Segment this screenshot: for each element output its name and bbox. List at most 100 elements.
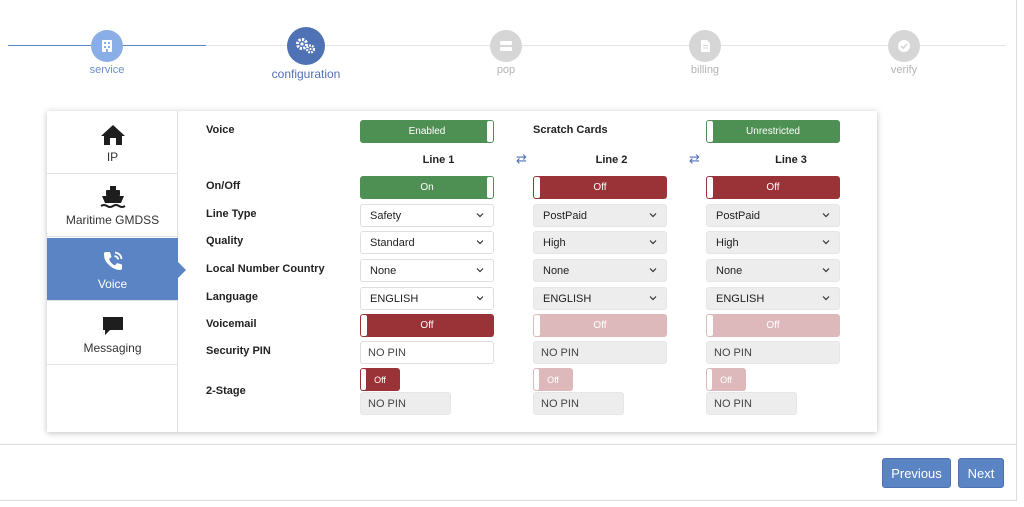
sidebar-item-ip[interactable]: IP <box>47 111 178 174</box>
step-pop[interactable]: pop <box>436 30 576 76</box>
gears-icon <box>287 27 325 65</box>
line-2-onoff-toggle[interactable]: Off <box>533 176 667 199</box>
progress-stepper: service configuration pop billing verify <box>0 0 1010 90</box>
sidebar-item-label: Messaging <box>83 341 142 355</box>
chevron-down-icon <box>649 213 657 218</box>
step-billing[interactable]: billing <box>635 30 775 76</box>
toggle-knob <box>534 369 539 390</box>
line-1-quality-select[interactable]: Standard <box>360 231 494 254</box>
line-1-country-select[interactable]: None <box>360 259 494 282</box>
toggle-text: Off <box>593 320 607 331</box>
chevron-down-icon <box>476 213 484 218</box>
toggle-text: Off <box>720 374 732 385</box>
document-icon <box>689 30 721 62</box>
select-value: None <box>716 264 743 277</box>
security-pin-label: Security PIN <box>206 345 271 357</box>
line-1-onoff-toggle[interactable]: On <box>360 176 494 199</box>
toggle-knob <box>707 315 713 336</box>
line-1-line-type-select[interactable]: Safety <box>360 204 494 227</box>
line-1-two-stage-toggle[interactable]: Off <box>360 368 400 391</box>
previous-button[interactable]: Previous <box>882 458 951 488</box>
line-2-two-stage-pin-field[interactable]: NO PIN <box>533 392 624 415</box>
chevron-down-icon <box>822 268 830 273</box>
line-2-two-stage-toggle[interactable]: Off <box>533 368 573 391</box>
select-value: ENGLISH <box>370 292 419 305</box>
toggle-text: Off <box>766 182 780 193</box>
line-3-line-type-select[interactable]: PostPaid <box>706 204 840 227</box>
step-service[interactable]: service <box>37 30 177 76</box>
line-1-security-pin-field[interactable]: NO PIN <box>360 341 494 364</box>
quality-label: Quality <box>206 235 244 247</box>
toggle-knob <box>361 369 366 390</box>
sidebar-item-maritime-gmdss[interactable]: Maritime GMDSS <box>47 174 178 237</box>
swap-lines-2-3-icon[interactable]: ⇄ <box>689 151 700 166</box>
check-circle-icon <box>888 30 920 62</box>
local-number-country-label: Local Number Country <box>206 263 325 275</box>
select-value: High <box>716 236 739 249</box>
sidebar-item-voice[interactable]: Voice <box>47 238 186 301</box>
line-2-country-select[interactable]: None <box>533 259 667 282</box>
toggle-knob <box>707 177 713 198</box>
sidebar-item-label: IP <box>106 150 119 164</box>
line-1-header: Line 1 <box>422 154 455 166</box>
step-label: billing <box>690 64 720 76</box>
line-3-onoff-toggle[interactable]: Off <box>706 176 840 199</box>
select-value: Safety <box>370 209 402 222</box>
home-icon <box>100 120 126 146</box>
line-1-two-stage-pin-field[interactable]: NO PIN <box>360 392 451 415</box>
line-3-country-select[interactable]: None <box>706 259 840 282</box>
line-3-two-stage-pin-field[interactable]: NO PIN <box>706 392 797 415</box>
voice-enabled-toggle[interactable]: Enabled <box>360 120 494 143</box>
line-1-voicemail-toggle[interactable]: Off <box>360 314 494 337</box>
toggle-text: Off <box>766 320 780 331</box>
select-value: ENGLISH <box>716 292 765 305</box>
chevron-down-icon <box>476 240 484 245</box>
swap-lines-1-2-icon[interactable]: ⇄ <box>516 151 527 166</box>
toggle-text: Off <box>547 374 559 385</box>
step-label: configuration <box>271 67 341 81</box>
sidebar: IP Maritime GMDSS Voice Messaging <box>47 111 186 432</box>
line-2-language-select[interactable]: ENGLISH <box>533 287 667 310</box>
toggle-text: Off <box>374 374 386 385</box>
chevron-down-icon <box>822 213 830 218</box>
line-3-quality-select[interactable]: High <box>706 231 840 254</box>
scratch-cards-label: Scratch Cards <box>533 124 608 136</box>
select-value: None <box>543 264 570 277</box>
server-icon <box>490 30 522 62</box>
line-3-header: Line 3 <box>775 154 807 166</box>
select-value: ENGLISH <box>543 292 592 305</box>
line-2-security-pin-field[interactable]: NO PIN <box>533 341 667 364</box>
next-button[interactable]: Next <box>958 458 1004 488</box>
phone-icon <box>101 247 125 273</box>
chevron-down-icon <box>476 268 484 273</box>
line-3-two-stage-toggle[interactable]: Off <box>706 368 746 391</box>
step-configuration[interactable]: configuration <box>236 27 376 81</box>
toggle-knob <box>534 315 540 336</box>
line-2-line-type-select[interactable]: PostPaid <box>533 204 667 227</box>
stepper-line-pending <box>206 45 1006 46</box>
line-1-language-select[interactable]: ENGLISH <box>360 287 494 310</box>
toggle-knob <box>707 369 712 390</box>
voicemail-label: Voicemail <box>206 318 257 330</box>
line-2-quality-select[interactable]: High <box>533 231 667 254</box>
scratch-cards-toggle[interactable]: Unrestricted <box>706 120 840 143</box>
sidebar-item-messaging[interactable]: Messaging <box>47 302 178 365</box>
bottom-border <box>0 500 1017 501</box>
toggle-knob <box>534 177 540 198</box>
chevron-down-icon <box>822 296 830 301</box>
chevron-down-icon <box>476 296 484 301</box>
select-value: PostPaid <box>543 209 588 222</box>
chat-bubble-icon <box>101 311 125 337</box>
select-value: None <box>370 264 397 277</box>
onoff-label: On/Off <box>206 180 241 192</box>
line-3-security-pin-field[interactable]: NO PIN <box>706 341 840 364</box>
line-3-voicemail-toggle[interactable]: Off <box>706 314 840 337</box>
select-value: Standard <box>370 236 415 249</box>
step-verify[interactable]: verify <box>834 30 974 76</box>
toggle-text: Unrestricted <box>746 126 800 137</box>
line-2-voicemail-toggle[interactable]: Off <box>533 314 667 337</box>
chevron-down-icon <box>649 240 657 245</box>
step-label: verify <box>890 64 918 76</box>
line-3-language-select[interactable]: ENGLISH <box>706 287 840 310</box>
language-label: Language <box>206 291 258 303</box>
